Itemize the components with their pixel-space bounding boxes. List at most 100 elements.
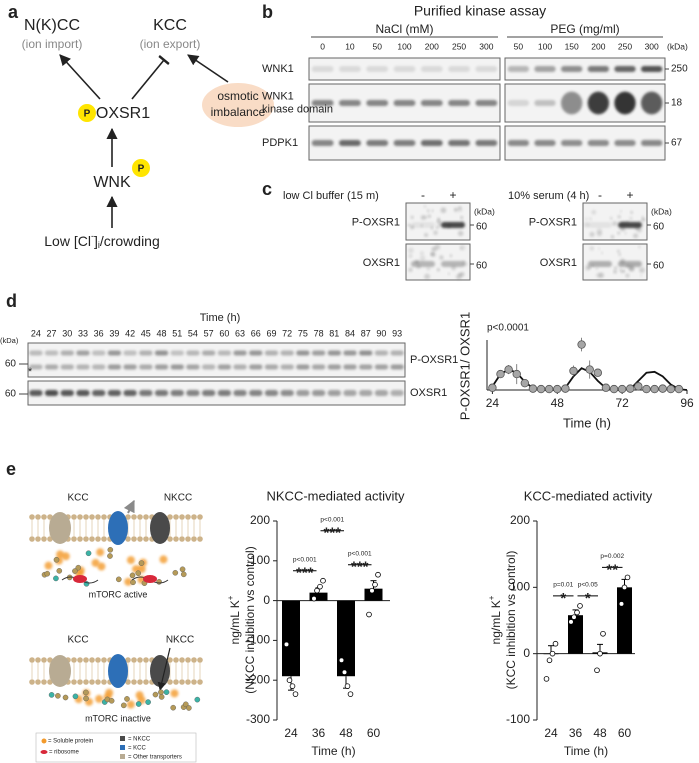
blot-noise	[436, 219, 442, 225]
lipid	[95, 536, 101, 542]
soluble-protein	[97, 562, 106, 571]
lane-label: 50	[372, 41, 382, 51]
lipid	[83, 536, 89, 542]
band	[311, 350, 326, 356]
lipid	[197, 514, 203, 520]
lipid	[191, 536, 197, 542]
lane-label: 84	[345, 328, 355, 338]
band	[390, 350, 404, 356]
lane-label: 63	[235, 328, 245, 338]
y-tick-label: 200	[510, 513, 530, 527]
blot-noise	[460, 215, 464, 220]
band	[139, 364, 153, 370]
band	[170, 390, 184, 396]
blot-noise	[407, 223, 411, 227]
band	[366, 66, 389, 72]
band	[217, 364, 232, 370]
legend-swatch	[41, 738, 47, 744]
band	[139, 350, 153, 356]
band	[280, 390, 294, 396]
ion	[53, 556, 60, 563]
point	[338, 657, 345, 664]
lipid	[125, 657, 131, 663]
band	[507, 66, 529, 72]
band	[587, 140, 609, 146]
lane-label: 150	[565, 41, 579, 51]
sig-p: p=0.01	[553, 582, 573, 589]
band	[411, 261, 435, 267]
ion	[53, 575, 59, 582]
lipid	[41, 657, 47, 663]
point	[347, 691, 354, 697]
ion	[186, 705, 192, 711]
blot-noise	[431, 246, 437, 252]
point	[600, 630, 606, 637]
lipid	[167, 679, 173, 685]
ion	[120, 702, 127, 709]
point	[621, 584, 628, 591]
y-axis-sup: +	[487, 595, 496, 600]
y-axis-note: (KCC inhibition vs control)	[504, 551, 518, 690]
blot-noise	[591, 209, 597, 215]
band	[343, 364, 357, 370]
lipid	[167, 657, 173, 663]
point	[528, 384, 538, 393]
point	[597, 650, 603, 657]
condition-label: low Cl buffer (15 m)	[283, 190, 379, 202]
band	[374, 350, 389, 356]
point	[317, 583, 323, 590]
lane-label: 51	[172, 328, 182, 338]
row-label: P-OXSR1	[410, 354, 458, 366]
lipid	[137, 657, 143, 663]
blot-noise	[410, 215, 414, 220]
band	[359, 350, 373, 356]
lipid	[185, 536, 191, 542]
blot-noise	[629, 216, 633, 221]
lane-label: -	[598, 188, 602, 202]
blot-noise	[430, 252, 434, 256]
band	[201, 390, 216, 396]
band	[201, 350, 216, 356]
blot-noise	[641, 217, 646, 222]
panel-label: b	[262, 2, 273, 22]
row-label: P-OXSR1	[352, 216, 400, 228]
lipid	[173, 679, 179, 685]
lipid	[35, 679, 41, 685]
lipid	[143, 536, 149, 542]
ion	[75, 564, 82, 571]
x-tick-label: 48	[339, 726, 353, 740]
x-tick-label: 24	[544, 726, 558, 740]
x-tick-label: 96	[680, 396, 694, 410]
transporter-other	[49, 512, 71, 544]
y-axis-sup: +	[226, 595, 235, 600]
lipid	[185, 657, 191, 663]
band	[374, 390, 389, 396]
lane-label: 45	[141, 328, 151, 338]
lane-label: 200	[425, 41, 439, 51]
lipid	[41, 536, 47, 542]
point	[344, 683, 351, 689]
bar	[617, 587, 632, 654]
lane-label: 66	[251, 328, 261, 338]
bar	[282, 600, 300, 677]
blot	[27, 342, 406, 378]
ion	[179, 566, 186, 573]
mw-label: 60	[5, 389, 17, 400]
lipid	[41, 679, 47, 685]
band	[507, 140, 529, 146]
y-tick-label: 100	[510, 580, 530, 594]
ion	[194, 696, 201, 703]
band	[618, 261, 642, 267]
point	[375, 571, 381, 578]
blot-noise	[619, 210, 623, 213]
blot-noise	[609, 216, 613, 220]
ion	[55, 693, 61, 699]
legend-text: = ribosome	[49, 750, 80, 756]
blot-noise	[617, 214, 621, 219]
legend-text: = KCC	[128, 746, 147, 752]
bar	[337, 600, 355, 677]
x-tick-label: 24	[284, 726, 298, 740]
band	[170, 350, 184, 356]
band	[614, 140, 636, 146]
point	[594, 667, 600, 674]
